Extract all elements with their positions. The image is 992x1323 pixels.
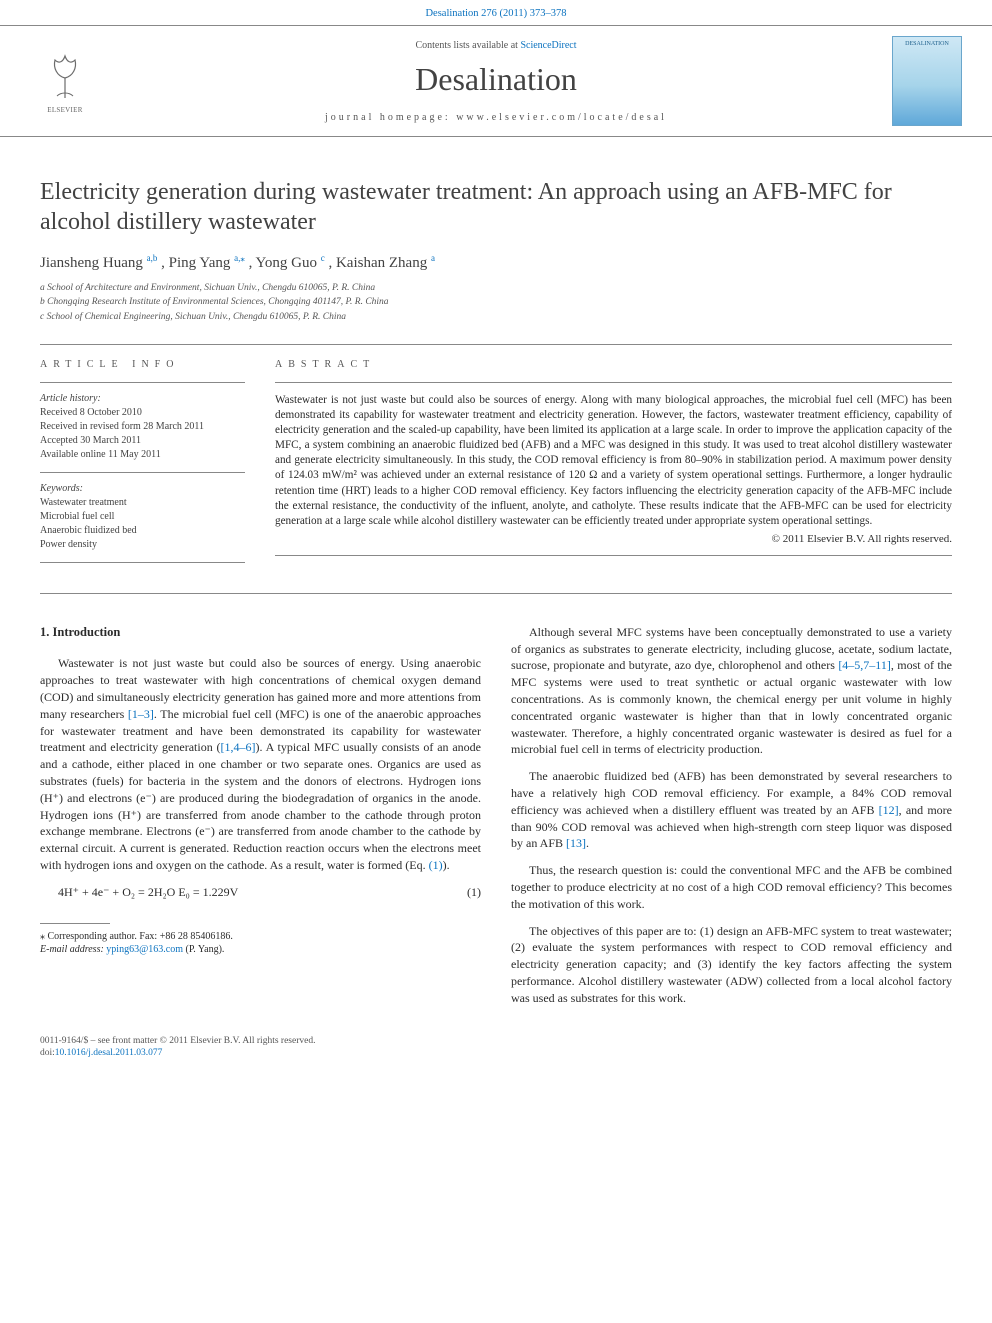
info-abstract-row: ARTICLE INFO Article history: Received 8… xyxy=(0,345,992,573)
author-3-aff: c xyxy=(321,253,325,263)
equation-1-row: 4H⁺ + 4e⁻ + O₂ = 2H₂O E₀ = 1.229V (1) xyxy=(40,884,481,901)
footnote-line-1: ⁎ Corresponding author. Fax: +86 28 8540… xyxy=(40,930,481,944)
author-list: Jiansheng Huang a,b , Ping Yang a,⁎ , Yo… xyxy=(40,253,952,272)
corresponding-star-icon: ⁎ xyxy=(240,253,245,263)
info-rule-1 xyxy=(40,382,245,383)
cite-4-5-7-11[interactable]: [4–5,7–11] xyxy=(838,658,891,672)
equation-1-number: (1) xyxy=(467,884,481,901)
elsevier-wordmark: ELSEVIER xyxy=(47,106,82,114)
footnote-rule xyxy=(40,923,110,924)
info-rule-3 xyxy=(40,562,245,563)
right-column: Although several MFC systems have been c… xyxy=(511,624,952,1017)
footnote-email-label: E-mail address: xyxy=(40,944,106,955)
article-header-block: Electricity generation during wastewater… xyxy=(0,137,992,324)
intro-para-1: Wastewater is not just waste but could a… xyxy=(40,655,481,873)
p1-text-d: ). xyxy=(443,858,450,872)
section-1-heading: 1. Introduction xyxy=(40,624,481,642)
contents-lists-line: Contents lists available at ScienceDirec… xyxy=(120,40,872,51)
keyword-1: Wastewater treatment xyxy=(40,496,245,510)
elsevier-tree-icon xyxy=(37,48,93,104)
author-2: , Ping Yang xyxy=(161,255,234,271)
abstract-column: ABSTRACT Wastewater is not just waste bu… xyxy=(275,359,952,573)
keyword-3: Anaerobic fluidized bed xyxy=(40,524,245,538)
history-accepted: Accepted 30 March 2011 xyxy=(40,434,245,448)
corresponding-footnote: ⁎ Corresponding author. Fax: +86 28 8540… xyxy=(40,930,481,957)
right-para-4: The objectives of this paper are to: (1)… xyxy=(511,923,952,1007)
keywords-head: Keywords: xyxy=(40,483,245,494)
sciencedirect-link[interactable]: ScienceDirect xyxy=(520,40,576,51)
masthead-center: Contents lists available at ScienceDirec… xyxy=(120,40,872,123)
rp1-b: , most of the MFC systems were used to t… xyxy=(511,658,952,756)
journal-title: Desalination xyxy=(120,61,872,98)
affiliation-a: a School of Architecture and Environment… xyxy=(40,282,952,295)
affiliation-b: b Chongqing Research Institute of Enviro… xyxy=(40,296,952,309)
history-revised: Received in revised form 28 March 2011 xyxy=(40,420,245,434)
rp2-c: . xyxy=(586,836,589,850)
cite-1-3[interactable]: [1–3] xyxy=(128,707,154,721)
footnote-email-tail: (P. Yang). xyxy=(183,944,224,955)
abstract-copyright: © 2011 Elsevier B.V. All rights reserved… xyxy=(275,533,952,545)
affiliation-c: c School of Chemical Engineering, Sichua… xyxy=(40,311,952,324)
article-info-column: ARTICLE INFO Article history: Received 8… xyxy=(40,359,245,573)
cover-thumb-title: DESALINATION xyxy=(893,41,961,47)
left-column: 1. Introduction Wastewater is not just w… xyxy=(40,624,481,1017)
history-online: Available online 11 May 2011 xyxy=(40,448,245,462)
footer-front-matter: 0011-9164/$ – see front matter © 2011 El… xyxy=(40,1035,952,1048)
right-para-2: The anaerobic fluidized bed (AFB) has be… xyxy=(511,768,952,852)
affiliations: a School of Architecture and Environment… xyxy=(40,282,952,324)
abstract-rule-top xyxy=(275,382,952,383)
contents-prefix: Contents lists available at xyxy=(415,40,520,51)
article-title: Electricity generation during wastewater… xyxy=(40,177,952,237)
doi-link[interactable]: 10.1016/j.desal.2011.03.077 xyxy=(55,1048,163,1058)
p1-text-c: ). A typical MFC usually consists of an … xyxy=(40,740,481,872)
footnote-email-link[interactable]: yping63@163.com xyxy=(106,944,183,955)
cite-1-4-6[interactable]: [1,4–6] xyxy=(221,740,256,754)
journal-homepage-line: journal homepage: www.elsevier.com/locat… xyxy=(120,112,872,123)
abstract-rule-bottom xyxy=(275,555,952,556)
author-1: Jiansheng Huang xyxy=(40,255,147,271)
article-history-head: Article history: xyxy=(40,393,245,404)
elsevier-logo: ELSEVIER xyxy=(30,41,100,121)
cite-13[interactable]: [13] xyxy=(566,836,586,850)
equation-1: 4H⁺ + 4e⁻ + O₂ = 2H₂O E₀ = 1.229V xyxy=(58,884,238,901)
info-rule-2 xyxy=(40,472,245,473)
author-4-aff: a xyxy=(431,253,435,263)
keyword-4: Power density xyxy=(40,538,245,552)
right-para-1: Although several MFC systems have been c… xyxy=(511,624,952,758)
eq-ref-1[interactable]: (1) xyxy=(429,858,443,872)
abstract-label: ABSTRACT xyxy=(275,359,952,370)
masthead: ELSEVIER Contents lists available at Sci… xyxy=(0,25,992,137)
journal-cover-thumbnail: DESALINATION xyxy=(892,36,962,126)
right-para-3: Thus, the research question is: could th… xyxy=(511,862,952,912)
doi-prefix: doi: xyxy=(40,1048,55,1058)
page-footer: 0011-9164/$ – see front matter © 2011 El… xyxy=(0,1017,992,1071)
article-info-label: ARTICLE INFO xyxy=(40,359,245,370)
running-header: Desalination 276 (2011) 373–378 xyxy=(0,0,992,25)
author-4: , Kaishan Zhang xyxy=(328,255,430,271)
keyword-2: Microbial fuel cell xyxy=(40,510,245,524)
abstract-text: Wastewater is not just waste but could a… xyxy=(275,393,952,529)
author-1-aff: a,b xyxy=(147,253,158,263)
history-received: Received 8 October 2010 xyxy=(40,406,245,420)
header-citation-link[interactable]: Desalination 276 (2011) 373–378 xyxy=(425,8,566,19)
author-3: , Yong Guo xyxy=(249,255,321,271)
cite-12[interactable]: [12] xyxy=(879,803,899,817)
body-columns: 1. Introduction Wastewater is not just w… xyxy=(0,594,992,1017)
